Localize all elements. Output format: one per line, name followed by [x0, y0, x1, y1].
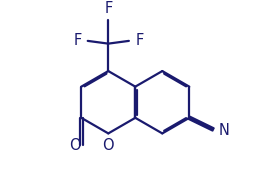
Text: F: F [104, 1, 112, 16]
Text: F: F [73, 33, 81, 48]
Text: O: O [102, 138, 114, 153]
Text: F: F [135, 33, 143, 48]
Text: O: O [69, 138, 80, 153]
Text: N: N [219, 123, 230, 138]
